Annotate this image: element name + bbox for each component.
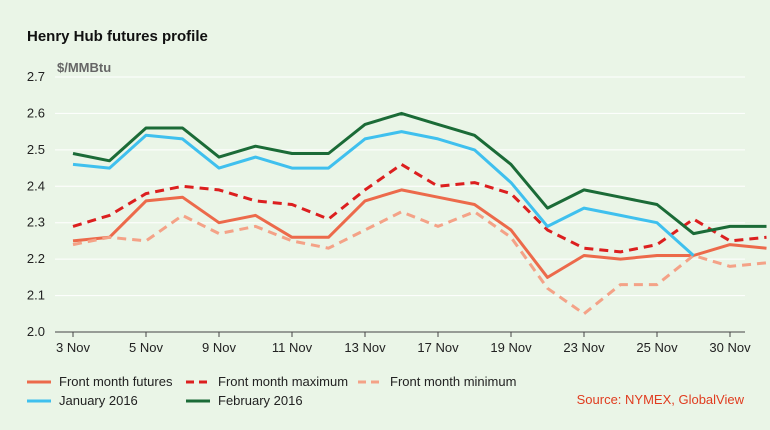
x-tick-label: 9 Nov: [202, 340, 236, 355]
y-tick-label: 2.7: [27, 69, 45, 84]
y-tick-label: 2.4: [27, 178, 45, 193]
x-tick-label: 13 Nov: [344, 340, 386, 355]
y-tick-label: 2.6: [27, 105, 45, 120]
legend-january-2016: January 2016: [27, 393, 138, 408]
y-tick-label: 2.1: [27, 288, 45, 303]
legend-label: Front month futures: [59, 374, 173, 389]
x-tick-label: 19 Nov: [490, 340, 532, 355]
series-lines: [72, 111, 767, 316]
y-tick-label: 2.2: [27, 251, 45, 266]
legend-front-month-minimum: Front month minimum: [358, 374, 516, 389]
legend-label: January 2016: [59, 393, 138, 408]
x-tick-label: 3 Nov: [56, 340, 90, 355]
series-line-front-month-futures: [72, 188, 767, 279]
y-axis-label: $/MMBtu: [57, 60, 111, 75]
chart-title: Henry Hub futures profile: [27, 28, 208, 45]
legend-february-2016: February 2016: [186, 393, 303, 408]
x-axis: 3 Nov 5 Nov 9 Nov 11 Nov 13 Nov 17 Nov 19 Nov 2…: [55, 331, 751, 355]
legend-label: Front month minimum: [390, 374, 517, 389]
legend-swatch-icon: [27, 399, 51, 402]
x-tick-label: 25 Nov: [636, 340, 678, 355]
legend-swatch-icon: [186, 399, 210, 402]
y-axis-ticks: 2.0 2.1 2.2 2.3 2.4 2.5 2.6 2.7: [27, 69, 45, 339]
series-line-front-month-minimum: [72, 210, 767, 316]
legend-swatch-icon: [27, 380, 51, 383]
legend-front-month-futures: Front month futures: [27, 374, 172, 389]
x-tick-label: 17 Nov: [417, 340, 459, 355]
series-line-january-2016: [72, 130, 695, 257]
legend-label: February 2016: [218, 393, 303, 408]
x-tick-label: 23 Nov: [563, 340, 605, 355]
y-tick-label: 2.5: [27, 142, 45, 157]
series-line-front-month-maximum: [72, 162, 767, 254]
legend-label: Front month maximum: [218, 374, 349, 389]
y-tick-label: 2.0: [27, 324, 45, 339]
x-tick-label: 5 Nov: [129, 340, 163, 355]
x-tick-label: 30 Nov: [709, 340, 751, 355]
legend-swatch-icon: [186, 380, 210, 383]
series-line-february-2016: [72, 111, 767, 236]
legend-front-month-maximum: Front month maximum: [186, 374, 348, 389]
source-note: Source: NYMEX, GlobalView: [576, 392, 744, 407]
gridlines: [55, 76, 745, 297]
y-tick-label: 2.3: [27, 215, 45, 230]
legend-swatch-icon: [358, 380, 382, 383]
x-tick-label: 11 Nov: [272, 340, 313, 355]
